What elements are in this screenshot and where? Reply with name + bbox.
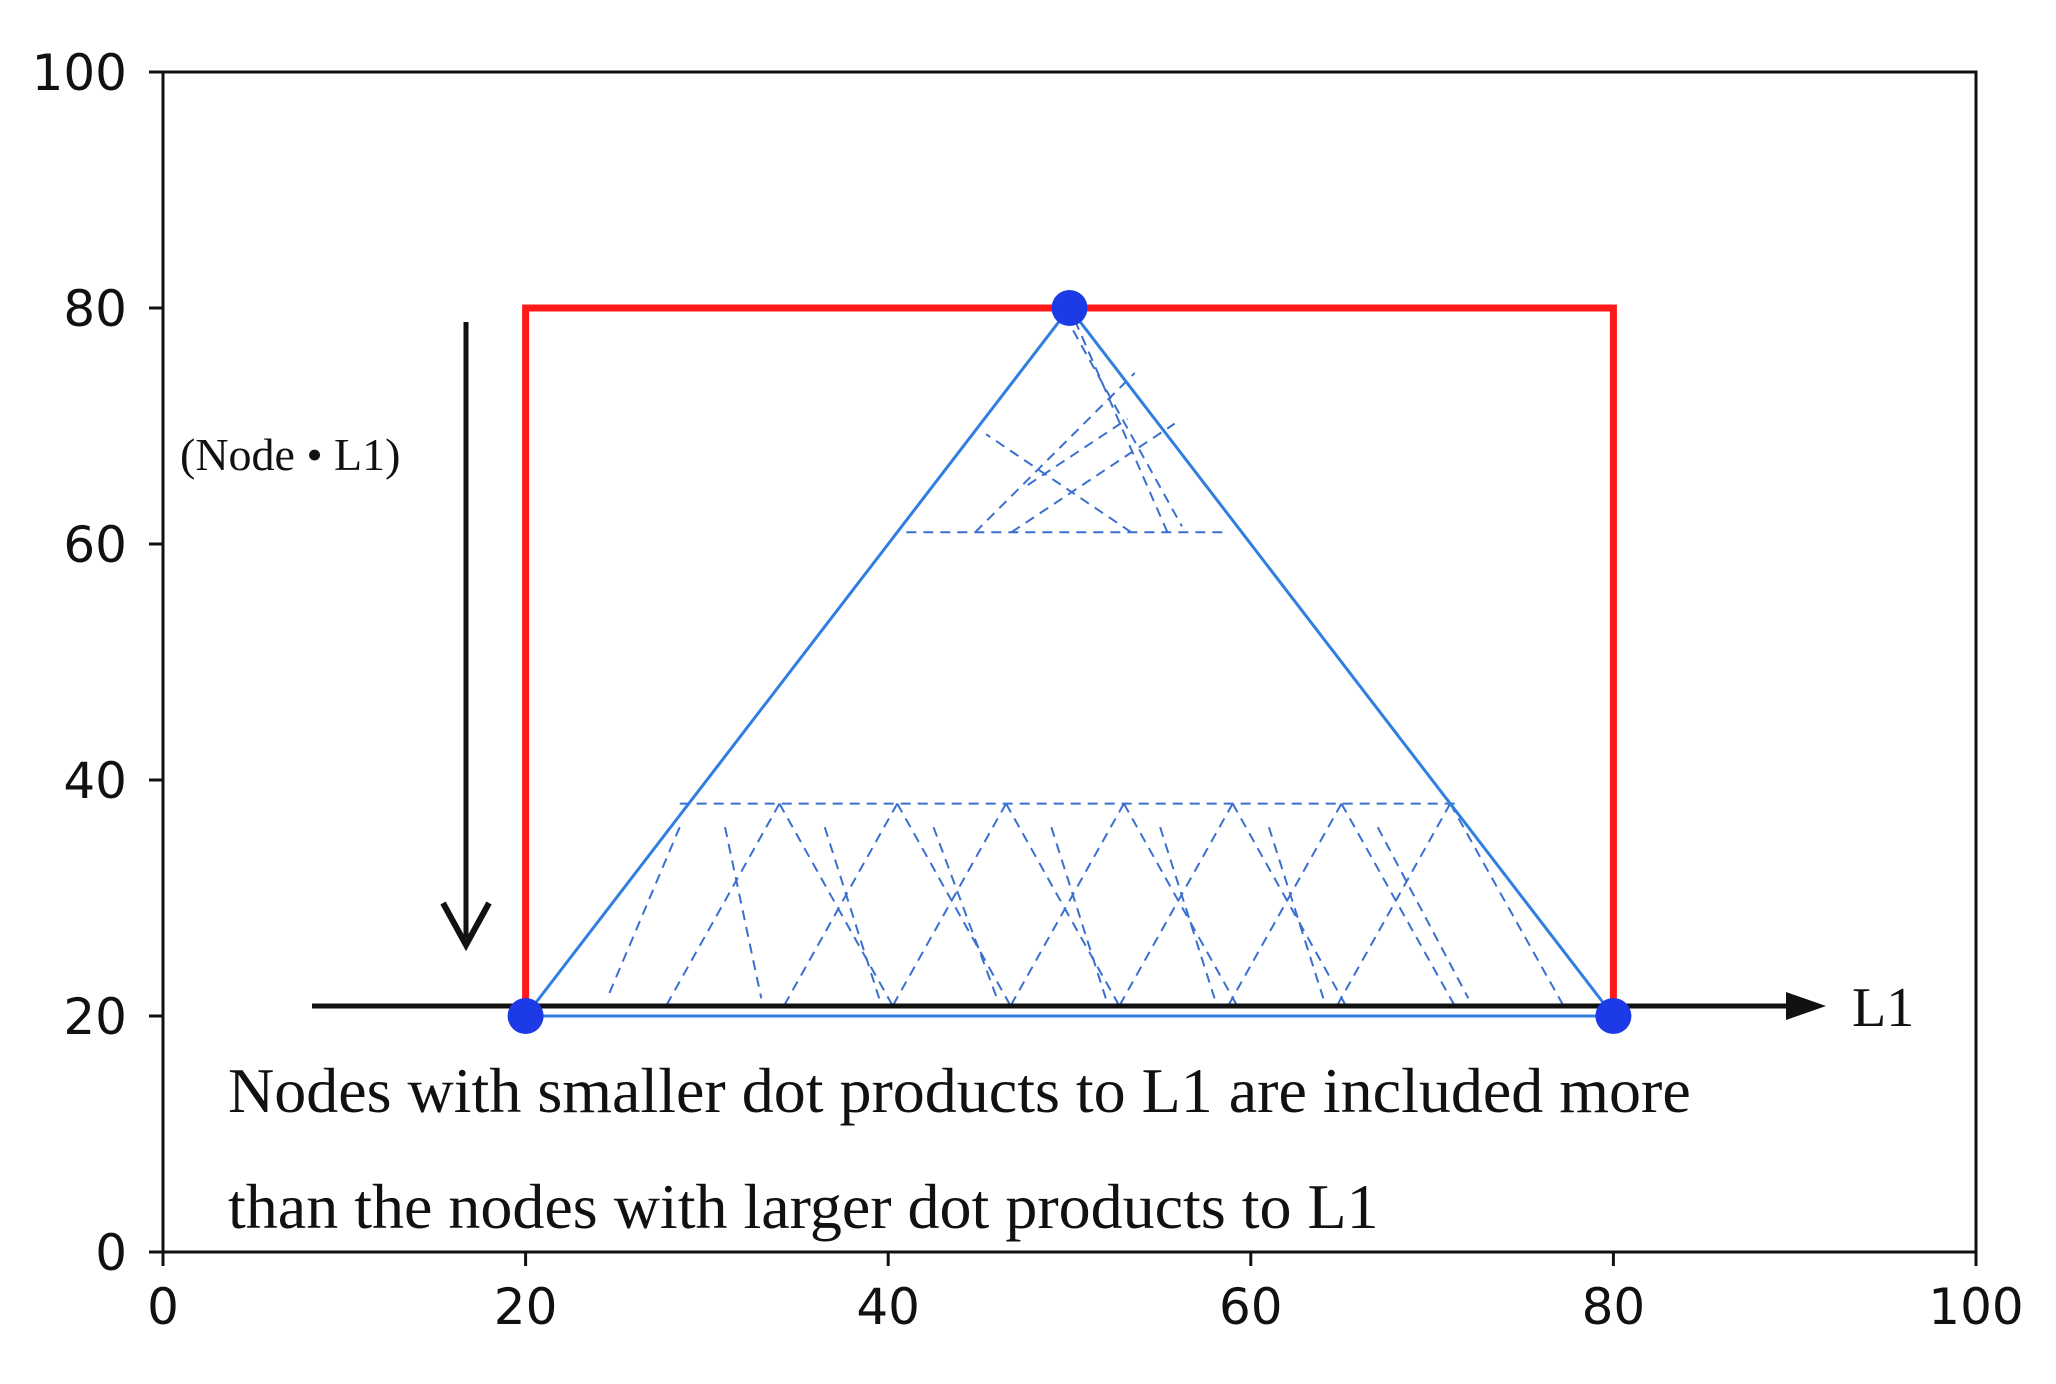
red-bracket xyxy=(522,304,1617,1016)
lower-hatch-stroke xyxy=(1231,803,1346,1005)
y-axis-ticks: 0 20 40 60 80 100 xyxy=(32,44,163,1282)
lower-hatch-stroke xyxy=(666,803,781,1005)
upper-hatch-stroke xyxy=(974,372,1136,533)
caption-line-2: than the nodes with larger dot products … xyxy=(228,1171,1379,1242)
lower-hatch-stroke xyxy=(1228,803,1343,1005)
lower-dashed-hatch xyxy=(606,802,1564,1005)
plot-frame xyxy=(161,70,1978,1254)
upper-hatch-stroke xyxy=(1010,422,1176,534)
lower-hatch-stroke xyxy=(1340,803,1455,1005)
lower-hatch-stroke xyxy=(1123,803,1238,1005)
y-tick-label: 20 xyxy=(63,988,127,1046)
node-point xyxy=(1051,290,1088,326)
node-point xyxy=(507,998,544,1034)
lower-hatch-stroke xyxy=(1010,803,1125,1005)
lower-hatch-stroke xyxy=(1449,803,1564,1005)
lower-hatch-stroke xyxy=(1005,803,1120,1005)
node-point xyxy=(1595,998,1632,1034)
vertical-arrowhead xyxy=(440,901,492,952)
x-tick-label: 80 xyxy=(1582,1278,1646,1336)
x-tick-label: 100 xyxy=(1928,1278,2023,1336)
x-tick-label: 40 xyxy=(856,1278,920,1336)
lower-hatch-stroke xyxy=(783,803,899,1005)
lower-hatch-stroke xyxy=(1159,826,1216,999)
upper-hatch-stroke xyxy=(985,433,1132,534)
lower-hatch-stroke xyxy=(1050,826,1107,999)
caption-line-1: Nodes with smaller dot products to L1 ar… xyxy=(228,1055,1691,1126)
y-tick-label: 80 xyxy=(63,280,127,338)
lower-hatch-stroke xyxy=(778,803,893,1005)
x-tick-label: 0 xyxy=(147,1278,179,1336)
upper-hatch-stroke xyxy=(1068,307,1169,533)
node-markers xyxy=(507,290,1632,1034)
upper-hatch-stroke xyxy=(1027,418,1129,486)
upper-hatch-stroke xyxy=(1072,329,1183,527)
l1-axis-label: L1 xyxy=(1852,977,1914,1039)
lower-hatch-stroke xyxy=(1336,803,1452,1005)
y-tick-label: 100 xyxy=(32,44,127,102)
lower-hatch-stroke xyxy=(1376,826,1470,999)
lower-hatch-stroke xyxy=(932,826,998,999)
lower-hatch-stroke xyxy=(823,826,881,999)
lower-hatch-stroke xyxy=(1119,803,1234,1005)
y-tick-label: 0 xyxy=(95,1224,127,1282)
x-tick-label: 20 xyxy=(494,1278,558,1336)
x-tick-label: 60 xyxy=(1219,1278,1283,1336)
y-tick-label: 40 xyxy=(63,752,127,810)
lower-hatch-stroke xyxy=(892,803,1007,1005)
l1-arrowhead xyxy=(1786,992,1826,1020)
lower-hatch-stroke xyxy=(896,803,1011,1005)
y-tick-label: 60 xyxy=(63,516,127,574)
lower-hatch-stroke xyxy=(724,826,763,999)
blue-triangle xyxy=(524,305,1617,1018)
lower-hatch-stroke xyxy=(1267,826,1325,999)
lower-hatch-stroke xyxy=(606,826,681,999)
upper-dashed-hatch xyxy=(906,307,1224,534)
x-axis-ticks: 0 20 40 60 80 100 xyxy=(147,1252,2024,1336)
vertical-arrow-label: (Node • L1) xyxy=(180,429,400,480)
